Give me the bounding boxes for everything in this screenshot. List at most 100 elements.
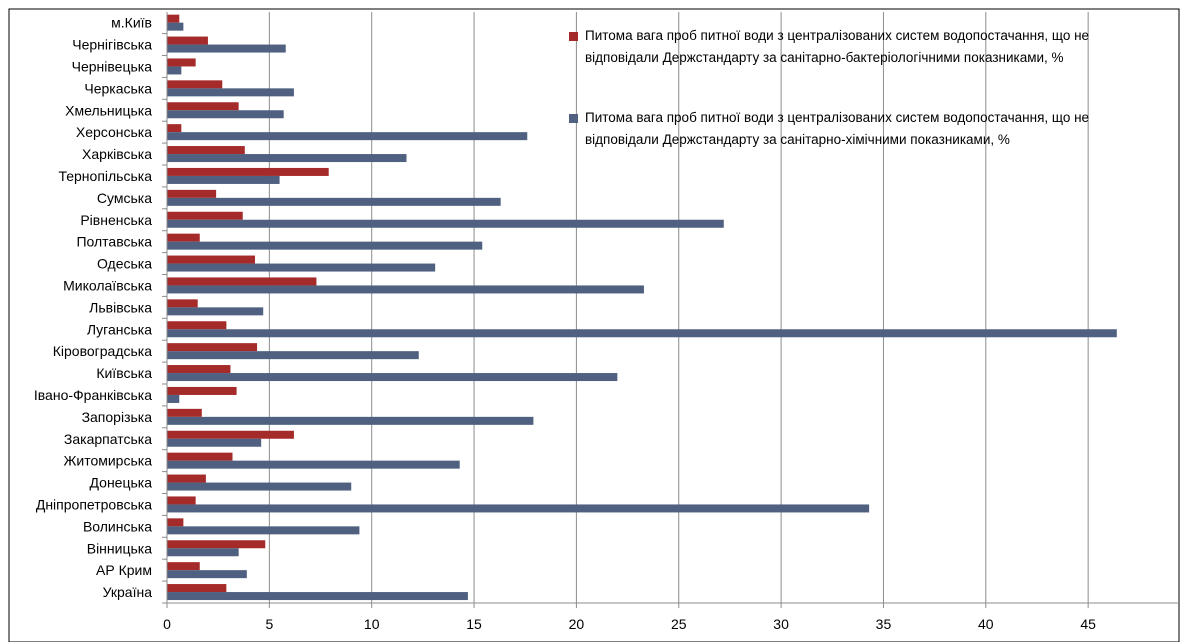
category-label-19: Тернопільська (58, 168, 152, 184)
category-label-17: Рівненська (80, 212, 152, 228)
bar-bacteriological-4 (167, 496, 196, 505)
bar-bacteriological-6 (167, 452, 233, 461)
category-label-20: Харківська (82, 146, 152, 162)
category-label-15: Одеська (97, 256, 152, 272)
bar-chemical-6 (167, 460, 460, 469)
x-tick-label-2: 10 (364, 616, 380, 632)
bar-chemical-22 (167, 110, 284, 119)
bar-bacteriological-18 (167, 189, 217, 198)
legend-label-chemical: Питома вага проб питної води з централіз… (585, 110, 1090, 147)
bar-chemical-12 (167, 329, 1117, 338)
bar-chemical-9 (167, 394, 180, 403)
bar-bacteriological-10 (167, 365, 231, 374)
bar-chemical-10 (167, 373, 618, 382)
category-label-22: Хмельницька (65, 102, 152, 118)
x-tick-label-0: 0 (163, 616, 171, 632)
bar-chemical-15 (167, 263, 436, 272)
category-label-13: Львівська (89, 299, 152, 315)
category-label-12: Луганська (87, 321, 152, 337)
category-label-0: Україна (103, 584, 153, 600)
category-label-11: Кіровоградська (53, 343, 152, 359)
bar-bacteriological-11 (167, 343, 258, 352)
category-label-10: Київська (96, 365, 152, 381)
x-tick-label-9: 45 (1080, 616, 1096, 632)
x-tick-label-7: 35 (876, 616, 892, 632)
bar-bacteriological-25 (167, 36, 208, 45)
bar-bacteriological-12 (167, 321, 227, 330)
category-label-18: Сумська (97, 190, 152, 206)
bar-bacteriological-7 (167, 430, 294, 439)
x-tick-label-5: 25 (671, 616, 687, 632)
bar-bacteriological-13 (167, 299, 198, 308)
bar-bacteriological-9 (167, 386, 237, 395)
bar-chemical-2 (167, 548, 239, 557)
bar-chemical-8 (167, 416, 534, 425)
bar-bacteriological-5 (167, 474, 206, 483)
bar-bacteriological-23 (167, 80, 223, 89)
bar-chemical-1 (167, 570, 247, 579)
bar-chemical-24 (167, 66, 182, 75)
legend-label-bacteriological: Питома вага проб питної води з централіз… (585, 28, 1090, 65)
bar-chemical-3 (167, 526, 360, 535)
bar-chemical-26 (167, 22, 184, 31)
bar-chemical-4 (167, 504, 870, 513)
bar-chemical-23 (167, 88, 294, 97)
category-label-3: Волинська (83, 518, 152, 534)
category-label-1: АР Крим (96, 562, 152, 578)
category-label-23: Черкаська (84, 80, 152, 96)
category-label-4: Дніпропетровська (36, 496, 152, 512)
bar-chemical-13 (167, 307, 264, 316)
category-label-7: Закарпатська (64, 431, 152, 447)
category-label-26: м.Київ (111, 15, 152, 31)
bar-bacteriological-22 (167, 102, 239, 111)
bar-chemical-7 (167, 438, 262, 447)
bar-chemical-19 (167, 175, 280, 184)
category-labels: Україна АР Крим Вінницька Волинська Дніпропе… (34, 15, 152, 600)
bar-chemical-14 (167, 285, 644, 294)
legend-swatch-chemical (569, 114, 578, 123)
category-label-5: Донецька (90, 475, 153, 491)
bar-chemical-25 (167, 44, 286, 53)
bar-chemical-17 (167, 219, 724, 228)
bar-bacteriological-17 (167, 211, 243, 220)
bar-chemical-0 (167, 592, 468, 601)
x-tick-label-6: 30 (773, 616, 789, 632)
category-label-16: Полтавська (76, 234, 152, 250)
axes (162, 12, 1179, 604)
bar-bacteriological-26 (167, 14, 180, 23)
category-label-25: Чернігівська (72, 37, 152, 53)
category-label-6: Житомирська (63, 453, 152, 469)
x-tick-label-8: 40 (978, 616, 994, 632)
category-label-14: Миколаївська (63, 277, 152, 293)
bar-bacteriological-14 (167, 277, 317, 286)
bar-bacteriological-21 (167, 124, 182, 133)
bar-bacteriological-3 (167, 518, 184, 527)
bar-chemical-20 (167, 154, 407, 163)
bar-bacteriological-24 (167, 58, 196, 67)
category-label-2: Вінницька (87, 540, 152, 556)
x-tick-label-3: 15 (466, 616, 482, 632)
bar-bacteriological-2 (167, 540, 266, 549)
category-label-9: Івано-Франківська (34, 387, 152, 403)
x-tick-labels: 0510152025303540455 (163, 616, 1187, 632)
bar-bacteriological-1 (167, 562, 200, 571)
legend-swatch-bacteriological (569, 32, 578, 41)
bar-bacteriological-15 (167, 255, 256, 264)
bar-bacteriological-0 (167, 584, 227, 593)
bar-bacteriological-20 (167, 146, 245, 155)
bar-chemical-16 (167, 241, 483, 250)
bar-chemical-11 (167, 351, 419, 360)
x-tick-label-4: 20 (569, 616, 585, 632)
bar-bacteriological-8 (167, 408, 202, 417)
bar-chemical-21 (167, 132, 528, 141)
bar-chemical-5 (167, 482, 352, 491)
x-tick-label-1: 5 (265, 616, 273, 632)
category-label-21: Херсонська (76, 124, 152, 140)
bars (167, 14, 1117, 601)
bar-bacteriological-19 (167, 167, 329, 176)
category-label-8: Запорізька (82, 409, 153, 425)
category-label-24: Чернівецька (72, 58, 153, 74)
bar-chemical-18 (167, 197, 501, 206)
bar-bacteriological-16 (167, 233, 200, 242)
